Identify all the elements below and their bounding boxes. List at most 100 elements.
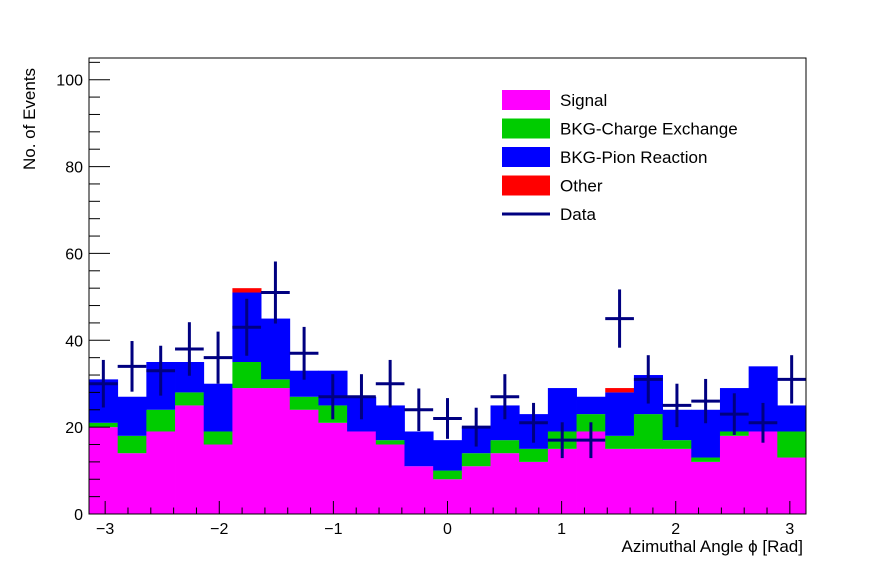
- data-point-bin-24: [777, 355, 806, 404]
- bar-signal-bin-8: [318, 422, 348, 514]
- data-point-bin-15: [519, 402, 548, 443]
- x-tick-label: −2: [210, 521, 228, 538]
- x-tick-label: 1: [557, 521, 566, 538]
- data-point-bin-6: [261, 261, 290, 324]
- stacked-bars: [89, 288, 807, 514]
- bar-signal-bin-14: [490, 453, 520, 514]
- bar-other-bin-5: [232, 288, 262, 293]
- bar-bkg-charge-exchange-bin-12: [433, 470, 463, 480]
- bar-signal-bin-23: [748, 431, 778, 514]
- data-point-bin-19: [633, 355, 663, 404]
- data-point-bin-18: [605, 289, 634, 348]
- x-axis-title: Azimuthal Angle ϕ [Rad]: [621, 537, 803, 556]
- x-tick-label: 0: [443, 521, 452, 538]
- legend-swatch-3: [502, 175, 550, 196]
- bar-bkg-charge-exchange-bin-5: [232, 362, 262, 389]
- legend-label-data: Data: [560, 205, 596, 224]
- data-point-bin-4: [203, 331, 233, 384]
- bar-bkg-charge-exchange-bin-6: [261, 379, 291, 389]
- bar-other-bin-18: [605, 388, 635, 393]
- x-axis-ticks: −3 −2 −1 0 1 2 3: [96, 501, 794, 538]
- bar-signal-bin-10: [375, 444, 405, 514]
- bar-bkg-charge-exchange-bin-7: [289, 396, 319, 410]
- y-tick-label: 100: [56, 73, 83, 90]
- bar-bkg-pion-reaction-bin-11: [404, 431, 434, 467]
- data-point-bin-13: [461, 407, 491, 447]
- data-point-bin-16: [547, 422, 577, 459]
- bar-bkg-pion-reaction-bin-1: [117, 396, 147, 436]
- bar-bkg-charge-exchange-bin-13: [461, 453, 491, 467]
- data-point-bin-3: [175, 322, 204, 376]
- bar-signal-bin-1: [117, 453, 147, 514]
- legend-swatch-0: [502, 90, 550, 110]
- x-tick-label: 2: [671, 521, 680, 538]
- bar-bkg-charge-exchange-bin-10: [375, 440, 405, 445]
- bar-signal-bin-13: [461, 466, 491, 514]
- x-tick-label: 3: [785, 521, 794, 538]
- x-tick-label: −1: [324, 521, 342, 538]
- bar-signal-bin-9: [347, 431, 377, 514]
- bar-signal-bin-2: [146, 431, 176, 514]
- bar-bkg-charge-exchange-bin-18: [605, 435, 635, 449]
- data-point-bin-2: [146, 345, 176, 396]
- bar-bkg-charge-exchange-bin-0: [89, 422, 119, 428]
- bar-signal-bin-11: [404, 466, 434, 514]
- y-tick-label: 40: [65, 333, 83, 350]
- y-tick-label: 0: [74, 507, 83, 524]
- legend-label-3: Other: [560, 177, 603, 196]
- bar-signal-bin-0: [89, 427, 119, 514]
- legend-label-2: BKG-Pion Reaction: [560, 148, 707, 167]
- bar-signal-bin-20: [662, 448, 692, 514]
- data-point-bin-14: [490, 374, 520, 420]
- data-point-bin-0: [89, 359, 118, 408]
- bar-bkg-pion-reaction-bin-6: [261, 318, 291, 380]
- bar-signal-bin-18: [605, 448, 635, 514]
- data-point-bin-10: [375, 359, 405, 408]
- bar-bkg-charge-exchange-bin-20: [662, 440, 692, 449]
- bar-bkg-charge-exchange-bin-19: [633, 414, 663, 449]
- bar-bkg-pion-reaction-bin-17: [576, 396, 606, 415]
- legend-swatch-2: [502, 147, 550, 167]
- bar-bkg-charge-exchange-bin-14: [490, 440, 520, 454]
- bar-signal-bin-3: [175, 405, 205, 514]
- y-tick-label: 20: [65, 420, 83, 437]
- bar-signal-bin-24: [777, 457, 807, 514]
- data-point-bin-8: [318, 374, 348, 420]
- bar-signal-bin-6: [261, 388, 291, 514]
- bar-bkg-charge-exchange-bin-1: [117, 435, 147, 454]
- legend: Signal BKG-Charge Exchange BKG-Pion Reacti…: [502, 90, 738, 224]
- bar-bkg-pion-reaction-bin-12: [433, 440, 463, 471]
- legend-swatch-1: [502, 118, 550, 139]
- x-tick-label: −3: [96, 521, 114, 538]
- data-markers: [89, 261, 806, 459]
- data-point-bin-21: [691, 378, 720, 424]
- bar-bkg-charge-exchange-bin-4: [203, 431, 233, 445]
- data-point-bin-22: [719, 393, 749, 435]
- bar-bkg-charge-exchange-bin-24: [777, 431, 807, 458]
- bar-signal-bin-15: [519, 461, 549, 514]
- legend-label-0: Signal: [560, 91, 607, 110]
- data-point-bin-1: [117, 341, 147, 392]
- bar-signal-bin-5: [232, 388, 262, 514]
- bar-signal-bin-19: [633, 448, 663, 514]
- data-point-bin-11: [404, 388, 434, 432]
- data-point-bin-5: [232, 298, 262, 356]
- bar-bkg-charge-exchange-bin-2: [146, 409, 176, 432]
- bar-bkg-charge-exchange-bin-15: [519, 448, 549, 462]
- bar-bkg-charge-exchange-bin-21: [691, 457, 721, 462]
- y-tick-label: 80: [65, 160, 83, 177]
- bar-signal-bin-22: [719, 435, 750, 514]
- bar-bkg-pion-reaction-bin-10: [375, 405, 405, 441]
- bar-bkg-pion-reaction-bin-18: [605, 392, 635, 436]
- data-point-bin-7: [289, 326, 319, 380]
- y-tick-label: 60: [65, 246, 83, 263]
- bar-signal-bin-16: [547, 448, 577, 514]
- bar-bkg-charge-exchange-bin-3: [175, 392, 205, 406]
- legend-label-1: BKG-Charge Exchange: [560, 120, 738, 139]
- data-point-bin-20: [662, 383, 692, 428]
- data-point-bin-23: [748, 402, 778, 443]
- data-point-bin-12: [433, 398, 462, 439]
- bar-signal-bin-4: [203, 444, 233, 514]
- y-axis-ticks: 0 20 40 60 80 100: [56, 61, 110, 524]
